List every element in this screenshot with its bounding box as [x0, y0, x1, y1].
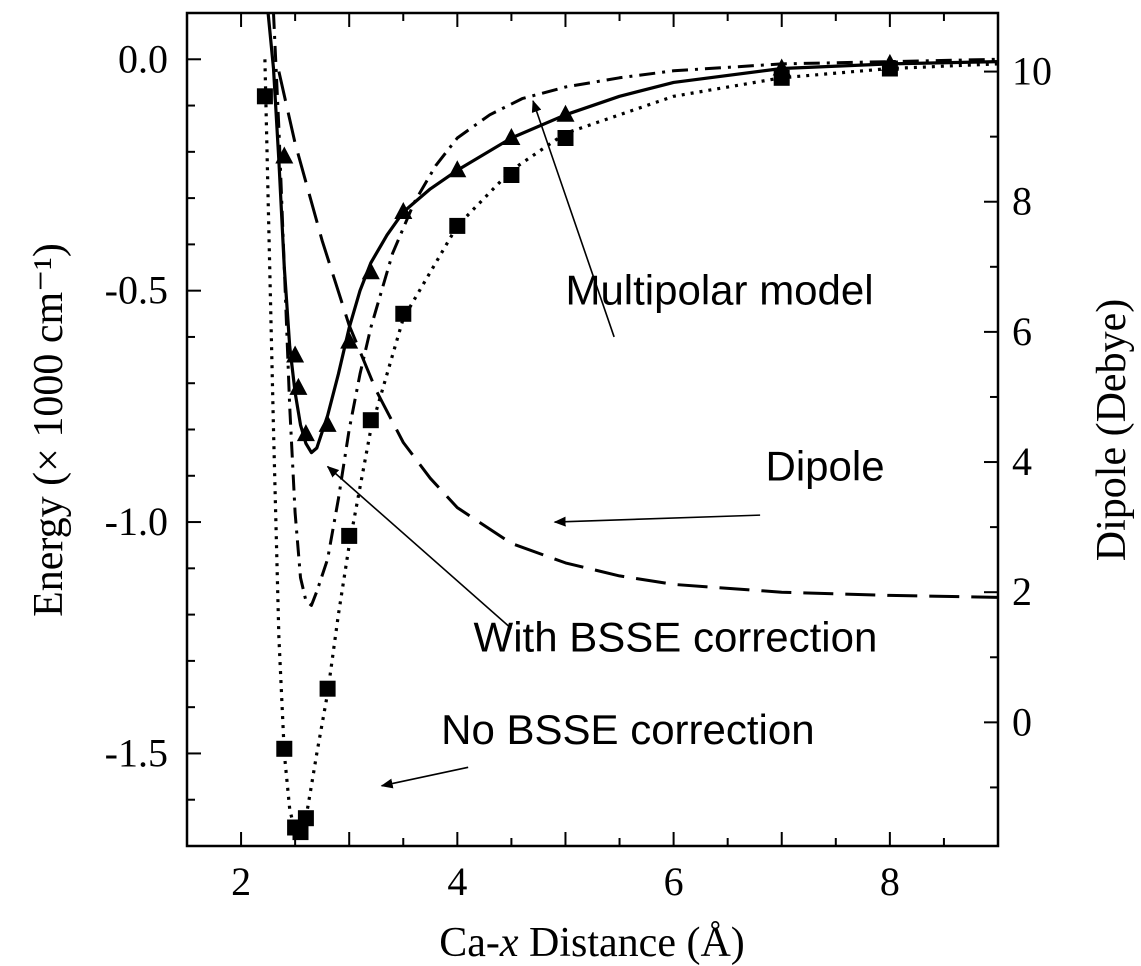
triangle-marker	[275, 146, 294, 164]
triangle-marker	[448, 160, 467, 178]
series-line-solid	[266, 12, 999, 455]
triangle-marker	[286, 345, 305, 363]
triangle-marker	[556, 104, 575, 122]
square-marker	[362, 412, 379, 429]
x-axis-title: Ca-x Distance (Å)	[439, 920, 745, 966]
square-marker	[557, 130, 574, 146]
square-marker	[341, 527, 358, 544]
annotation-arrow	[553, 514, 761, 527]
y2-tick-label: 0	[1012, 699, 1032, 744]
y-tick-label: 0.0	[118, 36, 168, 81]
y-tick-label: -1.0	[105, 499, 168, 544]
annotation-label: Dipole	[766, 442, 885, 489]
annotations-layer: Multipolar model Dipole With BSSE correcti…	[326, 99, 885, 789]
triangle-marker	[394, 202, 413, 219]
square-marker	[773, 69, 790, 86]
ticks-layer: 2 4 6 8 0.0 -0.5 -1.0 -1.5 0 2 4 6 8 10	[105, 12, 1052, 904]
triangle-marker	[361, 262, 380, 280]
square-marker	[881, 60, 898, 77]
triangle-marker	[340, 331, 359, 349]
square-marker	[319, 680, 336, 697]
square-marker	[449, 217, 466, 234]
x-tick-label: 4	[447, 859, 467, 904]
y-tick-label: -1.5	[105, 730, 168, 775]
series-line-dashed	[277, 71, 999, 599]
triangle-marker	[318, 414, 337, 432]
annotation-label: No BSSE correction	[441, 706, 815, 753]
y-axis-title: Energy (× 1000 cm⁻¹)	[26, 243, 72, 617]
annotation-arrow	[531, 99, 615, 338]
markers-layer	[256, 53, 899, 841]
square-marker	[297, 810, 314, 827]
square-marker	[276, 740, 293, 757]
annotation-label: With BSSE correction	[474, 614, 878, 661]
y2-tick-label: 2	[1012, 569, 1032, 614]
y2-axis-title: Dipole (Debye)	[1089, 299, 1135, 561]
annotation-label: Multipolar model	[565, 267, 873, 314]
x-tick-label: 6	[664, 859, 684, 904]
square-marker	[395, 305, 412, 322]
series-line-dashdot	[272, 12, 999, 607]
y2-tick-label: 4	[1012, 439, 1032, 484]
x-tick-label: 2	[231, 859, 251, 904]
triangle-marker	[296, 424, 315, 442]
y2-tick-label: 6	[1012, 309, 1032, 354]
annotation-arrow	[326, 465, 512, 630]
square-marker	[256, 88, 273, 105]
y2-tick-label: 8	[1012, 179, 1032, 224]
square-marker	[292, 824, 309, 841]
triangle-marker	[289, 377, 308, 395]
x-tick-label: 8	[880, 859, 900, 904]
annotation-arrow	[380, 766, 469, 789]
y2-tick-label: 10	[1012, 49, 1052, 94]
square-marker	[503, 167, 520, 183]
y-tick-label: -0.5	[105, 268, 168, 313]
triangle-marker	[502, 128, 521, 145]
